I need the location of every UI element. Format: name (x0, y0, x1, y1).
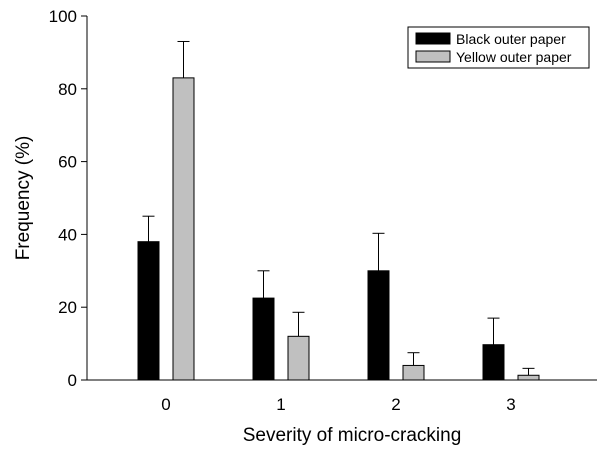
legend-swatch-black-outer-paper (415, 32, 451, 45)
x-tick-label: 0 (161, 395, 170, 414)
legend-label-black-outer-paper: Black outer paper (456, 31, 566, 47)
bar-yellow-0 (172, 77, 195, 381)
legend-label-yellow-outer-paper: Yellow outer paper (456, 49, 572, 65)
y-tick-label: 60 (58, 153, 77, 172)
y-axis-label: Frequency (%) (13, 136, 34, 261)
y-tick-label: 0 (68, 371, 77, 390)
bar-yellow-3 (517, 374, 540, 381)
legend-swatch-yellow-outer-paper (415, 50, 451, 63)
bars-layer (137, 77, 540, 381)
x-tick-label: 2 (391, 395, 400, 414)
bar-black-3 (482, 344, 505, 381)
y-tick-label: 80 (58, 80, 77, 99)
y-tick-label: 100 (49, 7, 77, 26)
y-tick-label: 40 (58, 225, 77, 244)
bar-yellow-1 (287, 335, 310, 381)
y-ticks: 0 20 40 60 80 100 (49, 7, 87, 390)
x-tick-label: 1 (276, 395, 285, 414)
error-bars-layer (142, 40, 535, 376)
legend: Black outer paper Yellow outer paper (407, 26, 590, 69)
y-tick-label: 20 (58, 298, 77, 317)
bar-black-1 (252, 297, 275, 381)
bar-black-0 (137, 241, 160, 381)
bar-yellow-2 (402, 364, 425, 381)
x-tick-label: 3 (506, 395, 515, 414)
x-axis-label: Severity of micro-cracking (243, 425, 462, 446)
bar-black-2 (367, 270, 390, 381)
x-ticks: 0 1 2 3 (161, 395, 515, 414)
